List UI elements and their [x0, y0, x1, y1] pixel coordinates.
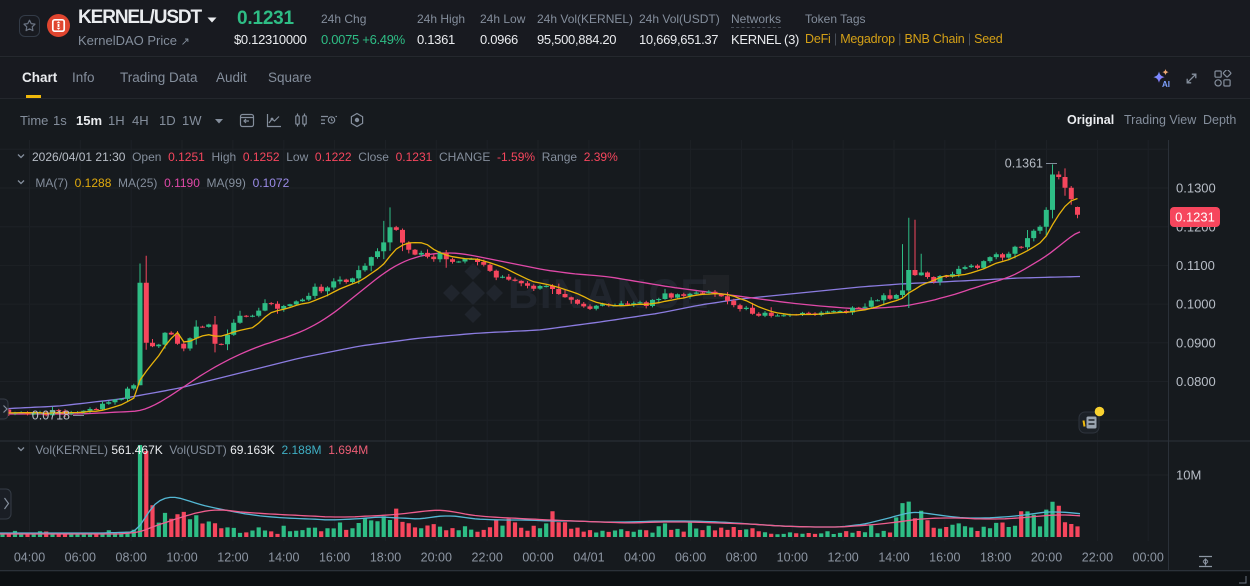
svg-text:0.0800: 0.0800: [1176, 374, 1216, 389]
svg-text:0.0900: 0.0900: [1176, 335, 1216, 350]
svg-text:00:00: 00:00: [1133, 551, 1164, 565]
svg-text:04:00: 04:00: [624, 551, 655, 565]
svg-text:0.1000: 0.1000: [1176, 297, 1216, 312]
svg-text:14:00: 14:00: [268, 551, 299, 565]
svg-text:12:00: 12:00: [217, 551, 248, 565]
svg-text:08:00: 08:00: [116, 551, 147, 565]
svg-text:00:00: 00:00: [522, 551, 553, 565]
svg-text:16:00: 16:00: [319, 551, 350, 565]
svg-text:18:00: 18:00: [980, 551, 1011, 565]
svg-text:06:00: 06:00: [65, 551, 96, 565]
svg-text:22:00: 22:00: [472, 551, 503, 565]
svg-text:0.1100: 0.1100: [1176, 258, 1215, 273]
svg-text:0.1231: 0.1231: [1175, 210, 1215, 225]
svg-text:14:00: 14:00: [878, 551, 909, 565]
svg-text:BINANCE: BINANCE: [508, 270, 710, 317]
svg-text:10M: 10M: [1176, 468, 1201, 483]
svg-text:04/01: 04/01: [573, 551, 604, 565]
svg-text:10:00: 10:00: [777, 551, 808, 565]
svg-text:AI: AI: [1162, 80, 1170, 89]
svg-text:12:00: 12:00: [827, 551, 858, 565]
svg-text:04:00: 04:00: [14, 551, 45, 565]
svg-text:0.0718: 0.0718: [32, 409, 70, 423]
svg-text:10:00: 10:00: [166, 551, 197, 565]
svg-text:08:00: 08:00: [726, 551, 757, 565]
svg-text:20:00: 20:00: [421, 551, 452, 565]
svg-text:06:00: 06:00: [675, 551, 706, 565]
svg-text:18:00: 18:00: [370, 551, 401, 565]
svg-text:22:00: 22:00: [1082, 551, 1113, 565]
svg-text:16:00: 16:00: [929, 551, 960, 565]
svg-text:0.1361: 0.1361: [1005, 157, 1043, 171]
svg-text:20:00: 20:00: [1031, 551, 1062, 565]
svg-text:0.1300: 0.1300: [1176, 181, 1216, 196]
